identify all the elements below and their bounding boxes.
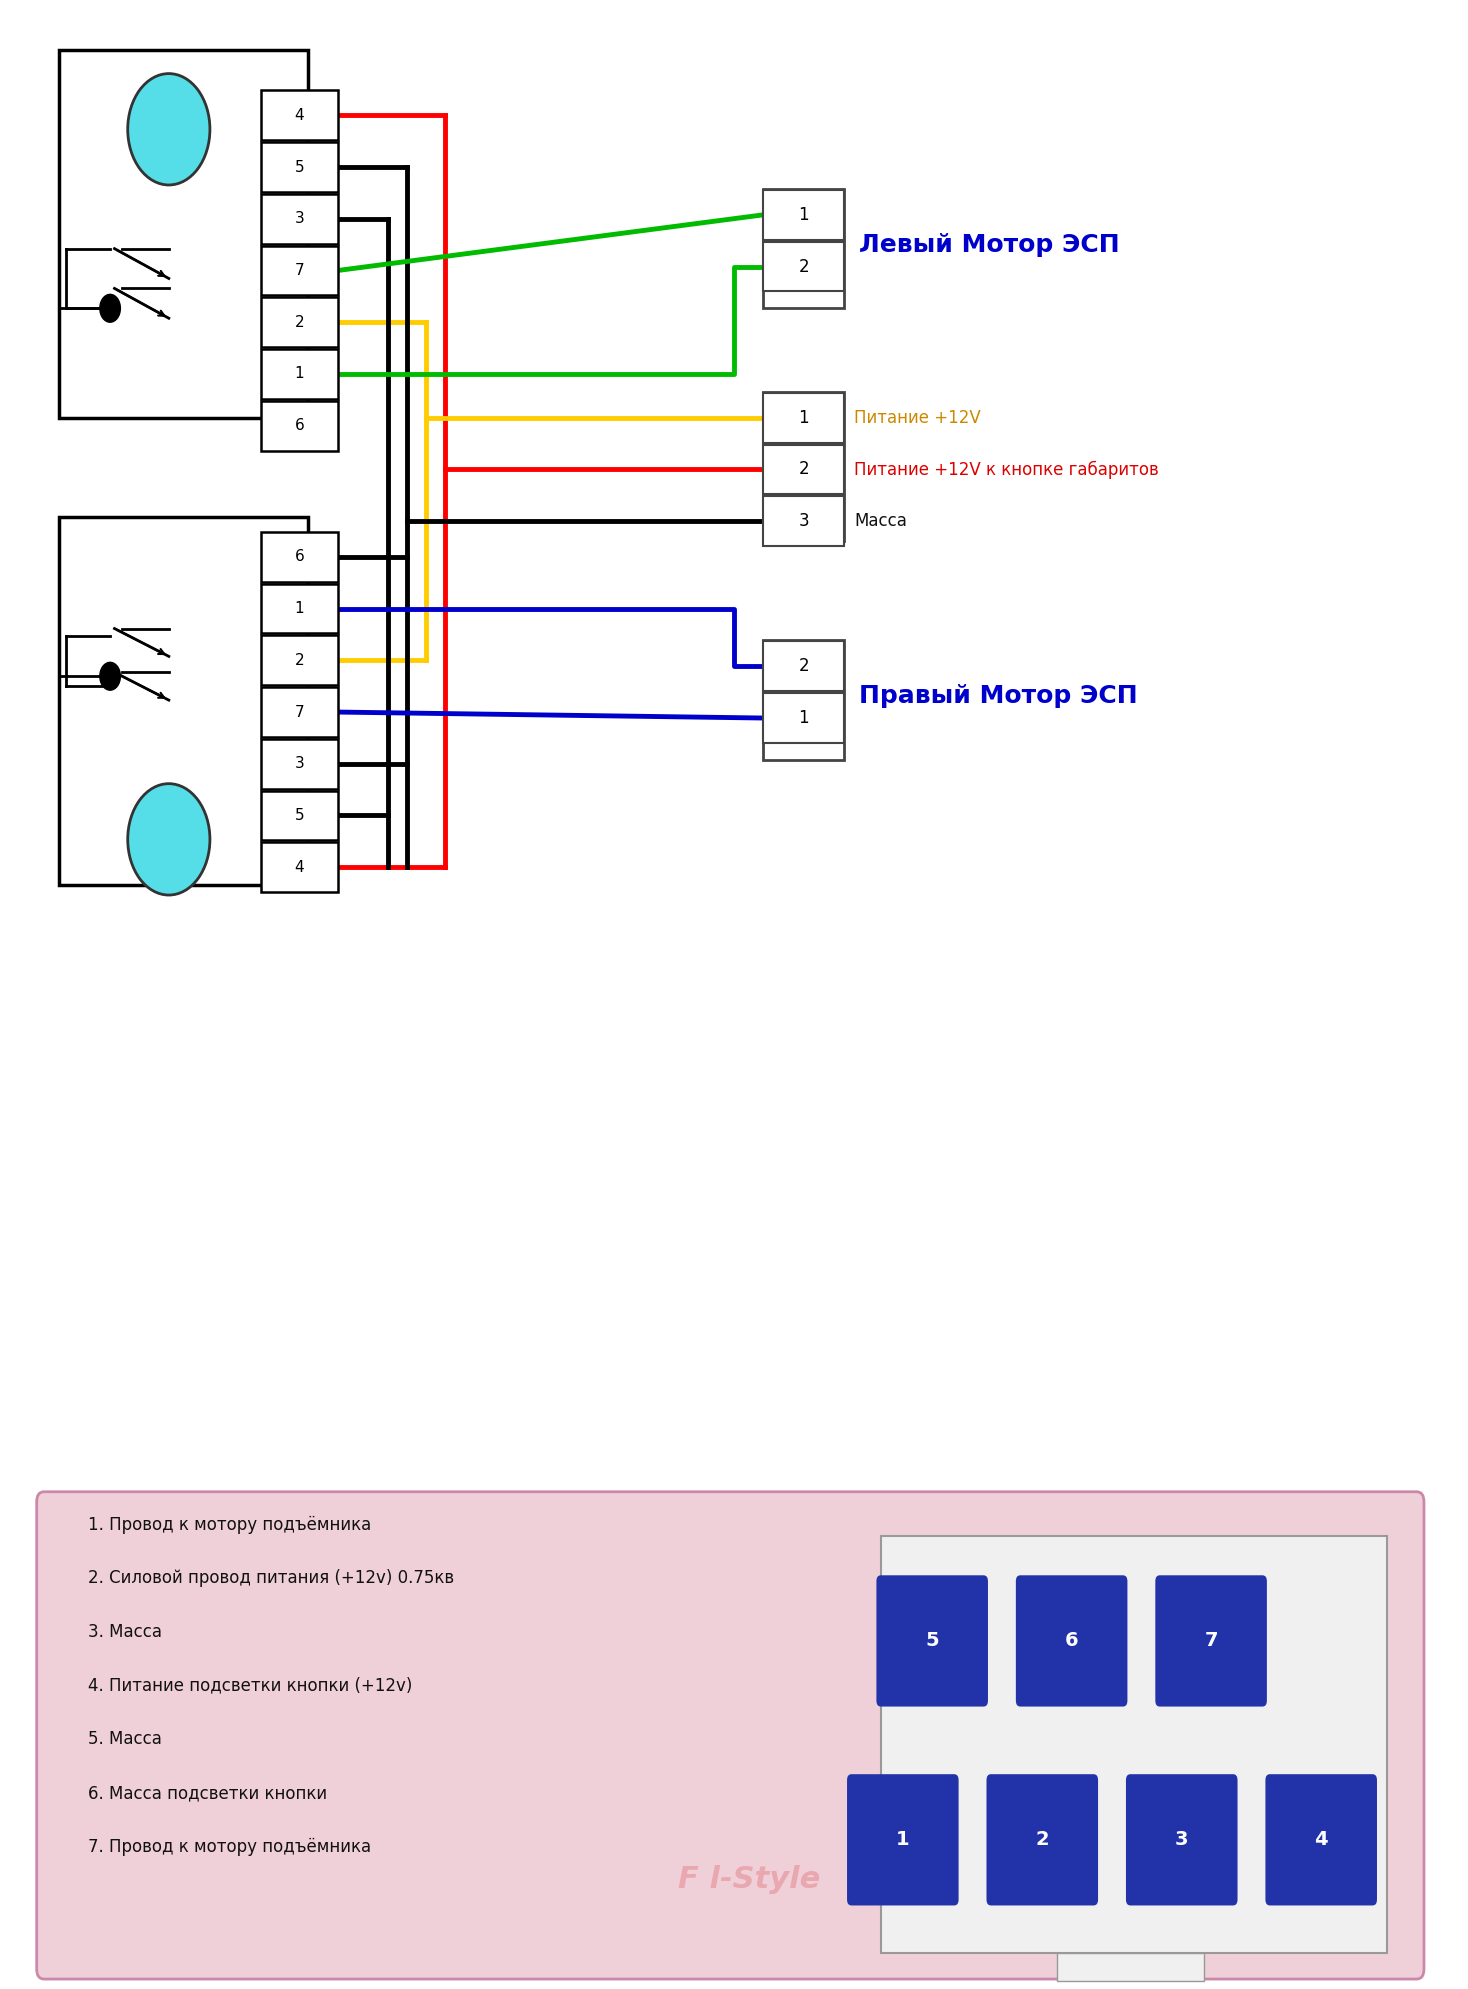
Text: Левый Мотор ЭСП: Левый Мотор ЭСП <box>859 233 1120 257</box>
FancyBboxPatch shape <box>261 402 338 452</box>
Text: 1: 1 <box>295 601 304 617</box>
Text: 3: 3 <box>799 511 809 531</box>
FancyBboxPatch shape <box>986 1774 1098 1905</box>
FancyBboxPatch shape <box>261 790 338 839</box>
Text: 5: 5 <box>295 159 304 175</box>
Text: 1: 1 <box>799 205 809 225</box>
Text: 2: 2 <box>799 257 809 276</box>
FancyBboxPatch shape <box>763 640 844 760</box>
Text: 5: 5 <box>925 1631 940 1651</box>
Circle shape <box>100 662 120 690</box>
Text: 4: 4 <box>295 107 304 123</box>
FancyBboxPatch shape <box>763 394 844 442</box>
FancyBboxPatch shape <box>763 692 844 744</box>
FancyBboxPatch shape <box>261 843 338 893</box>
Text: 2: 2 <box>1035 1830 1050 1850</box>
FancyBboxPatch shape <box>763 243 844 292</box>
Text: 4: 4 <box>295 859 304 875</box>
Text: 3: 3 <box>295 211 304 227</box>
FancyBboxPatch shape <box>261 91 338 141</box>
Text: 2: 2 <box>799 459 809 479</box>
FancyBboxPatch shape <box>763 640 844 690</box>
Circle shape <box>128 74 210 185</box>
Text: 3: 3 <box>1174 1830 1189 1850</box>
FancyBboxPatch shape <box>261 143 338 191</box>
Text: 6: 6 <box>295 549 304 565</box>
FancyBboxPatch shape <box>37 1492 1424 1979</box>
FancyBboxPatch shape <box>847 1774 959 1905</box>
Text: 7: 7 <box>295 704 304 720</box>
FancyBboxPatch shape <box>1265 1774 1377 1905</box>
FancyBboxPatch shape <box>59 517 308 885</box>
Text: 1: 1 <box>295 366 304 382</box>
Text: 1. Провод к мотору подъёмника: 1. Провод к мотору подъёмника <box>88 1516 371 1534</box>
Text: 5: 5 <box>295 808 304 823</box>
Text: 4: 4 <box>1314 1830 1329 1850</box>
FancyBboxPatch shape <box>261 636 338 684</box>
Circle shape <box>128 784 210 895</box>
FancyBboxPatch shape <box>261 688 338 736</box>
FancyBboxPatch shape <box>881 1536 1387 1953</box>
Text: Правый Мотор ЭСП: Правый Мотор ЭСП <box>859 684 1138 708</box>
FancyBboxPatch shape <box>763 392 844 541</box>
FancyBboxPatch shape <box>876 1575 988 1707</box>
Text: F l-Style: F l-Style <box>678 1866 819 1894</box>
Circle shape <box>100 294 120 322</box>
Text: 6: 6 <box>1064 1631 1079 1651</box>
FancyBboxPatch shape <box>763 191 844 241</box>
Text: 2: 2 <box>799 656 809 676</box>
Text: 3: 3 <box>295 756 304 772</box>
FancyBboxPatch shape <box>1155 1575 1267 1707</box>
FancyBboxPatch shape <box>261 740 338 790</box>
Text: Питание +12V к кнопке габаритов: Питание +12V к кнопке габаритов <box>854 459 1160 479</box>
Text: 3. Масса: 3. Масса <box>88 1623 161 1641</box>
FancyBboxPatch shape <box>1126 1774 1238 1905</box>
Text: 1: 1 <box>799 408 809 428</box>
Text: 6. Масса подсветки кнопки: 6. Масса подсветки кнопки <box>88 1784 327 1802</box>
Text: Питание +12V: Питание +12V <box>854 408 981 428</box>
FancyBboxPatch shape <box>1016 1575 1127 1707</box>
FancyBboxPatch shape <box>261 247 338 294</box>
Text: Масса: Масса <box>854 511 907 531</box>
Text: 7: 7 <box>295 263 304 278</box>
FancyBboxPatch shape <box>763 446 844 495</box>
Text: 7. Провод к мотору подъёмника: 7. Провод к мотору подъёмника <box>88 1838 371 1856</box>
Text: 5. Масса: 5. Масса <box>88 1730 161 1748</box>
Text: 2: 2 <box>295 652 304 668</box>
Text: 7: 7 <box>1204 1631 1218 1651</box>
Text: 6: 6 <box>295 418 304 434</box>
FancyBboxPatch shape <box>59 50 308 418</box>
Text: 1: 1 <box>895 1830 910 1850</box>
FancyBboxPatch shape <box>261 585 338 633</box>
FancyBboxPatch shape <box>261 195 338 245</box>
FancyBboxPatch shape <box>261 533 338 583</box>
FancyBboxPatch shape <box>261 298 338 348</box>
FancyBboxPatch shape <box>763 189 844 308</box>
FancyBboxPatch shape <box>261 350 338 398</box>
Text: 2. Силовой провод питания (+12v) 0.75кв: 2. Силовой провод питания (+12v) 0.75кв <box>88 1569 454 1587</box>
Text: 1: 1 <box>799 708 809 728</box>
Text: 2: 2 <box>295 314 304 330</box>
FancyBboxPatch shape <box>1057 1953 1204 1981</box>
Text: 4. Питание подсветки кнопки (+12v): 4. Питание подсветки кнопки (+12v) <box>88 1677 413 1695</box>
FancyBboxPatch shape <box>763 497 844 545</box>
